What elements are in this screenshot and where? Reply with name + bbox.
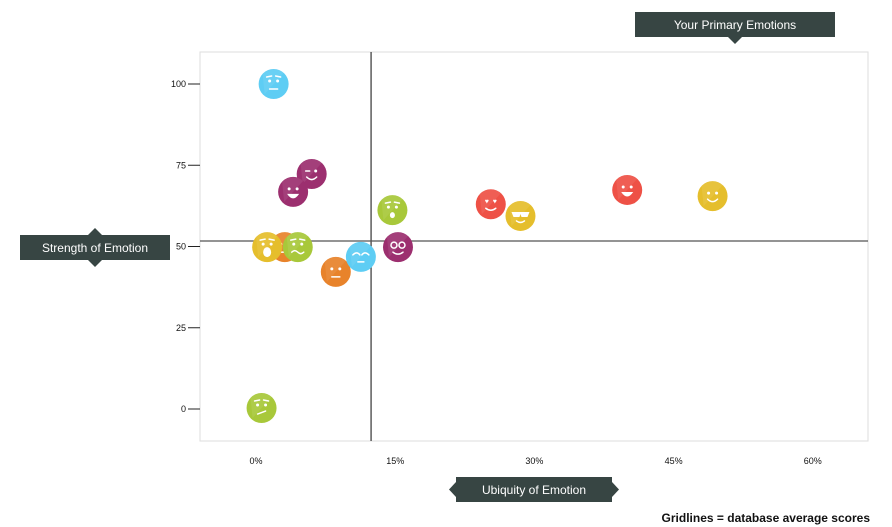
chart-title-label: Your Primary Emotions [635,12,835,37]
eye [338,267,342,271]
x-tick-label: 30% [525,456,543,466]
eye [269,242,273,246]
emotion-point-wavy [282,232,313,263]
eye [276,79,280,83]
mouth [392,251,404,255]
mouth [485,207,497,211]
eye [314,169,318,173]
glasses [390,241,398,249]
mouth [287,193,300,199]
emotion-point-love: ♥ ♥ [475,189,506,220]
point-shine [256,232,278,258]
y-axis-label: Strength of Emotion [20,235,170,260]
point-circle [475,189,506,220]
emotion-point-surprised [377,195,408,226]
eye [621,185,625,189]
mouth [291,249,305,255]
x-tick-label: 60% [804,456,822,466]
point-shine [250,393,272,419]
y-tick-label: 50 [176,242,186,252]
point-circle [296,159,327,190]
emotion-point-cool [505,200,536,231]
eye [394,205,398,209]
eye [300,242,304,246]
mouth [305,176,318,181]
glasses [398,241,406,249]
emotion-point-sleepy [345,241,376,272]
eye [256,403,260,407]
eye [330,267,334,271]
point-circle [320,256,351,287]
emotion-point-laugh [278,176,309,207]
brows [290,238,306,241]
heart-eye: ♥ [493,198,497,205]
emotion-point-smile [697,181,728,212]
emotion-point-shocked [252,232,283,263]
eye [292,242,296,246]
point-circle [697,181,728,212]
eye [707,191,711,195]
eye [268,79,272,83]
mouth [389,212,395,219]
heart-eye: ♥ [485,198,489,205]
mouth [263,247,272,258]
emotion-point-neutral [320,256,351,287]
brows [384,201,401,204]
point-shine [616,175,638,200]
mouth [706,198,719,203]
eye [261,242,265,246]
emotion-point-laugh [612,174,643,205]
x-tick-label: 45% [665,456,683,466]
title-pointer-icon [728,37,742,44]
x-tick-label: 15% [386,456,404,466]
mouth [621,191,634,197]
eye [295,187,299,191]
xlabel-pointer-right-icon [612,482,619,497]
eyes [352,252,370,256]
y-tick-label: 100 [171,79,186,89]
mouth [515,220,526,224]
point-shine [324,257,346,282]
point-shine [701,181,723,207]
eye [629,185,633,189]
mouth [256,410,267,415]
point-shine [262,69,284,94]
point-shine [381,195,403,221]
emotion-point-wink [296,159,327,190]
y-tick-label: 0 [181,404,186,414]
point-circle [278,176,309,207]
eye [715,191,719,195]
point-circle [345,241,376,272]
eye [264,403,268,407]
eye [287,187,291,191]
ylabel-pointer-icon [88,260,102,267]
ylabel-pointer-top-icon [88,228,102,235]
x-axis-label: Ubiquity of Emotion [456,477,612,502]
emotion-point-confused [246,393,277,424]
brows [253,399,270,402]
brows [265,75,282,78]
point-shine [479,189,501,215]
point-circle [612,174,643,205]
x-tick-label: 0% [249,456,262,466]
xlabel-pointer-icon [449,482,456,497]
emotion-point-worried [258,69,289,99]
point-circle [382,232,413,263]
point-shine [300,159,322,185]
sunglasses [511,211,530,217]
y-tick-label: 75 [176,160,186,170]
y-tick-label: 25 [176,323,186,333]
brows [259,238,275,241]
gridlines-note: Gridlines = database average scores [661,511,870,525]
emotion-point-glasses [382,232,413,263]
point-circle [505,200,536,231]
eye [386,205,390,209]
point-shine [282,177,304,202]
